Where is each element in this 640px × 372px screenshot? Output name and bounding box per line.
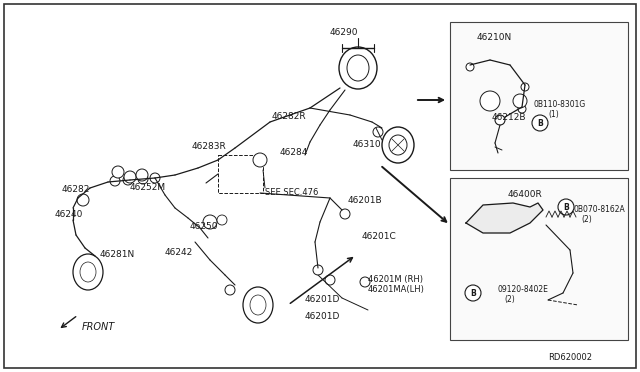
Text: 46281N: 46281N (100, 250, 135, 259)
Ellipse shape (347, 55, 369, 81)
Text: 46212B: 46212B (492, 113, 527, 122)
Text: 46210N: 46210N (477, 33, 512, 42)
Text: 09120-8402E: 09120-8402E (497, 285, 548, 294)
Text: 46310: 46310 (353, 140, 381, 149)
Circle shape (360, 277, 370, 287)
Ellipse shape (250, 295, 266, 315)
Ellipse shape (382, 127, 414, 163)
Circle shape (110, 176, 120, 186)
Ellipse shape (243, 287, 273, 323)
Text: 46282: 46282 (62, 185, 90, 194)
Circle shape (532, 115, 548, 131)
Circle shape (495, 115, 505, 125)
Text: SEE SEC.476: SEE SEC.476 (265, 188, 318, 197)
Text: B: B (563, 202, 569, 212)
Circle shape (513, 94, 527, 108)
Circle shape (521, 83, 529, 91)
Circle shape (313, 265, 323, 275)
Circle shape (253, 153, 267, 167)
Text: 46201D: 46201D (305, 312, 340, 321)
Bar (450, 178, 628, 340)
Circle shape (558, 199, 574, 215)
Text: 46240: 46240 (55, 210, 83, 219)
Polygon shape (466, 203, 543, 233)
Circle shape (124, 171, 136, 183)
Ellipse shape (339, 47, 377, 89)
Ellipse shape (73, 254, 103, 290)
Ellipse shape (389, 135, 407, 155)
Text: 46252M: 46252M (130, 183, 166, 192)
Ellipse shape (80, 262, 96, 282)
Text: 46400R: 46400R (508, 190, 543, 199)
Circle shape (136, 169, 148, 181)
Circle shape (466, 63, 474, 71)
Text: 46283R: 46283R (192, 142, 227, 151)
Bar (450, 22, 628, 170)
Text: RD620002: RD620002 (548, 353, 592, 362)
Text: 46201M (RH): 46201M (RH) (368, 275, 423, 284)
Circle shape (373, 127, 383, 137)
Text: 46201B: 46201B (348, 196, 383, 205)
Text: (2): (2) (504, 295, 515, 304)
Text: 46201C: 46201C (362, 232, 397, 241)
Text: B: B (470, 289, 476, 298)
Text: 46282R: 46282R (272, 112, 307, 121)
Circle shape (225, 285, 235, 295)
Circle shape (518, 105, 526, 113)
Circle shape (217, 215, 227, 225)
Circle shape (480, 91, 500, 111)
Text: 46284: 46284 (280, 148, 308, 157)
Text: 0B110-8301G: 0B110-8301G (533, 100, 585, 109)
Circle shape (465, 285, 481, 301)
Circle shape (112, 166, 124, 178)
Text: 46250: 46250 (190, 222, 218, 231)
Circle shape (123, 175, 133, 185)
Circle shape (138, 174, 148, 184)
Circle shape (203, 215, 217, 229)
Text: (1): (1) (548, 110, 559, 119)
Circle shape (77, 194, 89, 206)
Text: B: B (537, 119, 543, 128)
Text: (2): (2) (581, 215, 592, 224)
Text: 46242: 46242 (165, 248, 193, 257)
Circle shape (150, 173, 160, 183)
Text: 0B070-8162A: 0B070-8162A (574, 205, 626, 214)
Text: FRONT: FRONT (82, 322, 115, 332)
Text: 46201MA(LH): 46201MA(LH) (368, 285, 425, 294)
Circle shape (325, 275, 335, 285)
Circle shape (340, 209, 350, 219)
Bar (218, 155, 263, 193)
Text: 46290: 46290 (330, 28, 358, 37)
Text: 46201D: 46201D (305, 295, 340, 304)
